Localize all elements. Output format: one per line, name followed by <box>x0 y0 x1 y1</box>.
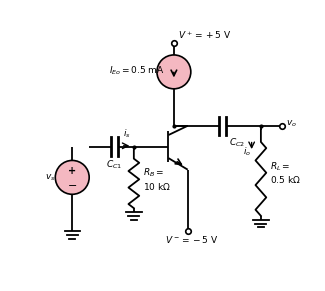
Text: $V^+= +5$ V: $V^+= +5$ V <box>178 29 231 41</box>
Text: $V^-=-5$ V: $V^-=-5$ V <box>165 234 218 244</box>
Text: $v_o$: $v_o$ <box>286 119 296 129</box>
Circle shape <box>157 55 191 89</box>
Text: $-$: $-$ <box>67 179 77 189</box>
Text: $I_{Eo} = 0.5$ mA: $I_{Eo} = 0.5$ mA <box>109 64 165 77</box>
Text: $C_{C2}$: $C_{C2}$ <box>228 136 245 149</box>
Text: $R_B =$
10 k$\Omega$: $R_B =$ 10 k$\Omega$ <box>143 166 171 191</box>
Text: $C_{C1}$: $C_{C1}$ <box>107 159 123 171</box>
Circle shape <box>55 160 89 194</box>
Text: $i_s$: $i_s$ <box>123 127 131 140</box>
Text: +: + <box>68 166 76 176</box>
Text: $i_o$: $i_o$ <box>243 146 251 158</box>
Text: $v_s$: $v_s$ <box>46 172 56 183</box>
Text: $R_L =$
0.5 k$\Omega$: $R_L =$ 0.5 k$\Omega$ <box>270 160 301 185</box>
